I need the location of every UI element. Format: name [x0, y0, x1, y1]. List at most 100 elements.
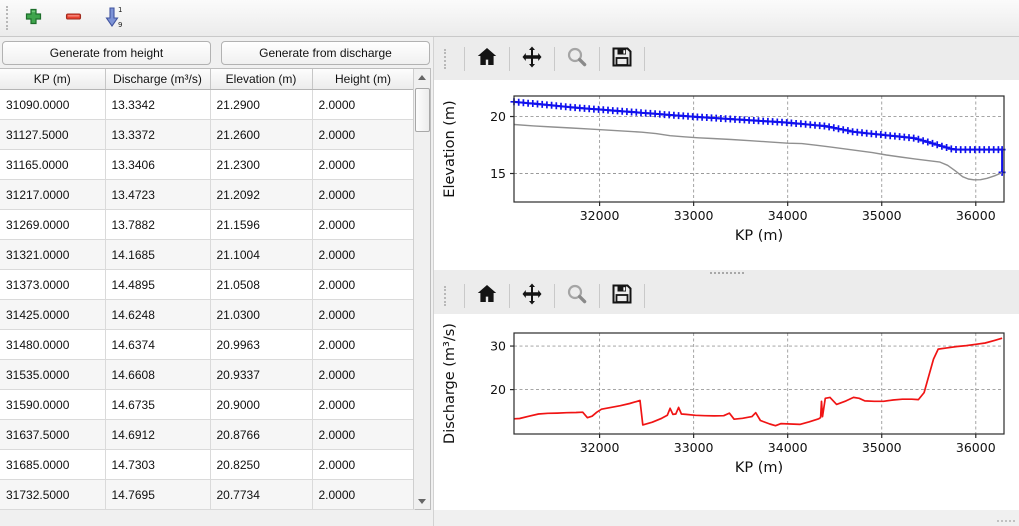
column-header[interactable]: Discharge (m³/s): [105, 69, 211, 90]
chart-toolbar-handle[interactable]: [444, 48, 449, 69]
table-cell[interactable]: 2.0000: [312, 329, 415, 360]
table-cell[interactable]: 13.4723: [105, 179, 211, 210]
table-cell[interactable]: 13.7882: [105, 209, 211, 240]
save-button[interactable]: [607, 44, 637, 74]
table-cell[interactable]: 2.0000: [312, 419, 415, 450]
table-cell[interactable]: 20.8250: [210, 449, 313, 480]
panel-divider[interactable]: [433, 37, 434, 526]
add-row-button[interactable]: [19, 4, 47, 32]
discharge-chart-toolbar: [434, 277, 1019, 314]
table-cell[interactable]: 13.3372: [105, 119, 211, 150]
table-cell[interactable]: 2.0000: [312, 179, 415, 210]
table-cell[interactable]: 13.3406: [105, 149, 211, 180]
table-cell[interactable]: 31217.0000: [0, 179, 106, 210]
table-cell[interactable]: 2.0000: [312, 359, 415, 390]
table-cell[interactable]: 2.0000: [312, 299, 415, 330]
table-cell[interactable]: 20.9337: [210, 359, 313, 390]
column-header[interactable]: Elevation (m): [210, 69, 313, 90]
table-cell[interactable]: 31590.0000: [0, 389, 106, 420]
table-cell[interactable]: 14.6374: [105, 329, 211, 360]
table-cell[interactable]: 2.0000: [312, 209, 415, 240]
toolbar-drag-handle[interactable]: [6, 6, 11, 30]
sort-ascending-button[interactable]: 1 9: [99, 4, 127, 32]
discharge-figure-canvas[interactable]: 32000 33000 34000 35000 36000 20 30 KP (m) Disch…: [434, 314, 1019, 510]
home-button[interactable]: [472, 44, 502, 74]
scroll-down-button[interactable]: [414, 493, 430, 509]
table-cell[interactable]: 20.8766: [210, 419, 313, 450]
table-cell[interactable]: 31127.5000: [0, 119, 106, 150]
table-cell[interactable]: 21.2092: [210, 179, 313, 210]
table-cell[interactable]: 2.0000: [312, 149, 415, 180]
table-cell[interactable]: 31373.0000: [0, 269, 106, 300]
table-cell[interactable]: 31269.0000: [0, 209, 106, 240]
table-row: 31637.5000 14.6912 20.8766 2.0000: [0, 419, 415, 450]
table-cell[interactable]: 20.7734: [210, 479, 313, 510]
table-cell[interactable]: 2.0000: [312, 449, 415, 480]
main-toolbar: 1 9: [0, 0, 1019, 37]
pan-button[interactable]: [517, 44, 547, 74]
magnifier-icon: [565, 282, 589, 309]
chart-splitter[interactable]: [434, 270, 1019, 277]
table-cell[interactable]: 20.9963: [210, 329, 313, 360]
table-cell[interactable]: 14.6248: [105, 299, 211, 330]
table-cell[interactable]: 14.7695: [105, 479, 211, 510]
elevation-figure-canvas[interactable]: 32000 33000 34000 35000 36000 15 20 KP (m) Eleva…: [434, 80, 1019, 270]
table-cell[interactable]: 31637.5000: [0, 419, 106, 450]
table-cell[interactable]: 21.0300: [210, 299, 313, 330]
table-cell[interactable]: 31732.5000: [0, 479, 106, 510]
splitter-handle-dots: [709, 272, 744, 276]
table-cell[interactable]: 21.1004: [210, 239, 313, 270]
zoom-button[interactable]: [562, 281, 592, 311]
scroll-up-button[interactable]: [414, 69, 430, 85]
table-cell[interactable]: 14.4895: [105, 269, 211, 300]
table-cell[interactable]: 2.0000: [312, 479, 415, 510]
svg-text:1: 1: [118, 6, 122, 14]
x-tick-label: 35000: [862, 440, 902, 455]
zoom-button[interactable]: [562, 44, 592, 74]
table-cell[interactable]: 31480.0000: [0, 329, 106, 360]
table-cell[interactable]: 31425.0000: [0, 299, 106, 330]
table-cell[interactable]: 2.0000: [312, 389, 415, 420]
table-cell[interactable]: 31535.0000: [0, 359, 106, 390]
table-cell[interactable]: 21.2600: [210, 119, 313, 150]
table-cell[interactable]: 14.6608: [105, 359, 211, 390]
generate-from-height-button[interactable]: Generate from height: [2, 41, 211, 65]
home-button[interactable]: [472, 281, 502, 311]
table-cell[interactable]: 14.6735: [105, 389, 211, 420]
table-cell[interactable]: 21.1596: [210, 209, 313, 240]
pan-button[interactable]: [517, 281, 547, 311]
remove-row-button[interactable]: [59, 4, 87, 32]
table-cell[interactable]: 31685.0000: [0, 449, 106, 480]
table-cell[interactable]: 21.2900: [210, 89, 313, 120]
table-cell[interactable]: 21.2300: [210, 149, 313, 180]
table-cell[interactable]: 31090.0000: [0, 89, 106, 120]
x-axis-label: KP (m): [735, 460, 783, 476]
window-resize-grip[interactable]: [997, 508, 1015, 522]
table-cell[interactable]: 14.6912: [105, 419, 211, 450]
x-tick-label: 36000: [956, 208, 996, 223]
separator: [554, 46, 555, 71]
table-scrollbar[interactable]: [413, 69, 430, 509]
table-cell[interactable]: 31165.0000: [0, 149, 106, 180]
save-button[interactable]: [607, 281, 637, 311]
column-header[interactable]: Height (m): [312, 69, 415, 90]
table-cell[interactable]: 13.3342: [105, 89, 211, 120]
table-cell[interactable]: 21.0508: [210, 269, 313, 300]
table-cell[interactable]: 2.0000: [312, 269, 415, 300]
table-cell[interactable]: 14.1685: [105, 239, 211, 270]
table-cell[interactable]: 2.0000: [312, 119, 415, 150]
table-cell[interactable]: 20.9000: [210, 389, 313, 420]
separator: [554, 283, 555, 308]
table-cell[interactable]: 2.0000: [312, 239, 415, 270]
table-cell[interactable]: 2.0000: [312, 89, 415, 120]
generate-from-discharge-button[interactable]: Generate from discharge: [221, 41, 430, 65]
table-row: 31321.0000 14.1685 21.1004 2.0000: [0, 239, 415, 270]
column-header[interactable]: KP (m): [0, 69, 106, 90]
chart-toolbar-handle[interactable]: [444, 285, 449, 306]
separator: [599, 283, 600, 308]
scrollbar-thumb[interactable]: [415, 88, 430, 132]
table-cell[interactable]: 14.7303: [105, 449, 211, 480]
table-cell[interactable]: 31321.0000: [0, 239, 106, 270]
pan-move-icon: [520, 282, 544, 309]
table-row: 31127.5000 13.3372 21.2600 2.0000: [0, 119, 415, 150]
